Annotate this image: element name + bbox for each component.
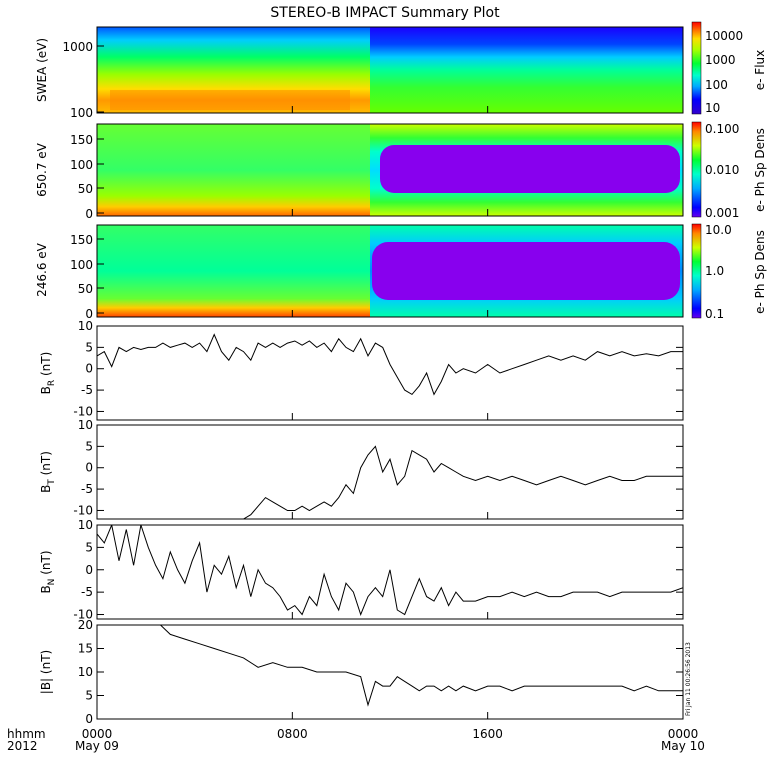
bn-ytick-label: 0	[85, 563, 93, 577]
pad246-colorbar-tick: 10.0	[705, 223, 732, 237]
swea-ytick-label: 100	[70, 106, 93, 120]
pad246-colorbar-tick: 1.0	[705, 264, 724, 278]
pad650-frame	[96, 123, 684, 217]
bt-ytick-label: 10	[78, 418, 93, 432]
swea-heatmap-right	[370, 27, 683, 113]
pad650-colorbar-tick: 0.001	[705, 206, 739, 220]
bt-ytick-label: -5	[81, 482, 93, 496]
bn-ytick-label: -10	[73, 608, 93, 622]
bt-ytick-label: 5	[85, 439, 93, 453]
bt-ylabel: BT (nT)	[39, 451, 57, 493]
bmag-ytick-label: 10	[78, 665, 93, 679]
swea-frame	[96, 26, 684, 114]
pad650-ytick-label: 100	[70, 158, 93, 172]
swea-ytick-label: 1000	[62, 40, 93, 54]
bn-ylabel: BN (nT)	[39, 550, 57, 593]
swea-colorbar-tick: 10	[705, 101, 720, 115]
bmag-frame	[96, 624, 684, 720]
bmag-ytick-label: 20	[78, 618, 93, 632]
bn-ytick-label: 5	[85, 540, 93, 554]
pad650-colorbar-tick: 0.010	[705, 163, 739, 177]
pad246-heatmap-core	[372, 242, 680, 300]
pad650-ytick-label: 0	[85, 207, 93, 221]
br-ytick-label: -10	[73, 404, 93, 418]
bn-ytick-label: -5	[81, 585, 93, 599]
pad650-ylabel: 650.7 eV	[35, 142, 49, 197]
pad650-colorbar-tick: 0.100	[705, 122, 739, 136]
swea-ylabel: SWEA (eV)	[35, 38, 49, 102]
pad650-colorbar	[691, 121, 702, 218]
swea-colorbar	[691, 21, 702, 115]
creation-stamp: Fri Jan 11 00:26:56 2013	[685, 642, 692, 716]
pad650-yticks	[97, 138, 104, 214]
x-tick-label: 0000	[668, 727, 699, 741]
br-ytick-label: 10	[78, 319, 93, 333]
pad650-ytick-label: 50	[78, 182, 93, 196]
chart-title: STEREO-B IMPACT Summary Plot	[270, 5, 500, 21]
hhmm-label: hhmm	[7, 727, 46, 741]
pad246-ytick-label: 50	[78, 282, 93, 296]
pad246-panel: 0 50 100 150 246.6 eV 10.0 1.0 0.1 e- Ph…	[35, 223, 767, 321]
bmag-ylabel: |B| (nT)	[39, 650, 53, 694]
bn-ytick-label: 10	[78, 518, 93, 532]
bn-panel: -10 -5 0 5 10 BN (nT)	[39, 518, 684, 622]
bt-panel: -10 -5 0 5 10 BT (nT)	[39, 418, 684, 520]
pad246-ytick-label: 150	[70, 233, 93, 247]
pad246-yticks	[97, 238, 104, 314]
bmag-ytick-label: 0	[85, 712, 93, 726]
pad246-colorbar	[691, 223, 702, 319]
pad246-heatmap-left	[97, 225, 370, 317]
bt-ytick-label: 0	[85, 461, 93, 475]
br-ytick-label: 5	[85, 340, 93, 354]
swea-colorbar-label: e- Flux	[753, 50, 767, 90]
pad650-heatmap-core	[380, 145, 680, 193]
pad246-frame	[96, 224, 684, 318]
x-tick-label: 0800	[277, 727, 308, 741]
x-date-label: May 10	[661, 739, 705, 753]
pad246-colorbar-tick: 0.1	[705, 307, 724, 321]
swea-colorbar-tick: 10000	[705, 29, 743, 43]
pad246-ytick-label: 0	[85, 307, 93, 321]
pad650-panel: 0 50 100 150 650.7 eV 0.100 0.010 0.001 …	[35, 121, 767, 221]
swea-colorbar-tick: 1000	[705, 53, 736, 67]
x-tick-label: 0000	[82, 727, 113, 741]
bmag-ytick-label: 15	[78, 642, 93, 656]
x-date-label: May 09	[75, 739, 119, 753]
swea-panel: 1000 100 SWEA (eV) 10000 1000 100 10 e- …	[35, 21, 767, 120]
bmag-panel: 0 5 10 15 20 |B| (nT)	[39, 618, 684, 726]
pad246-ytick-label: 100	[70, 258, 93, 272]
bt-frame	[96, 424, 684, 520]
magnetic-field-panels: -10 -5 0 5 10 BR (nT) -10 -5 0 5 10 BT (nT) -10 -5 0 5 1…	[39, 106, 684, 726]
pad650-colorbar-label: e- Ph Sp Dens	[753, 128, 767, 212]
br-series-line	[97, 333, 683, 396]
br-frame	[96, 325, 684, 421]
pad650-heatmap-left	[97, 124, 370, 216]
br-ytick-label: -5	[81, 383, 93, 397]
br-panel: -10 -5 0 5 10 BR (nT)	[39, 319, 684, 421]
swea-colorbar-tick: 100	[705, 78, 728, 92]
pad246-colorbar-label: e- Ph Sp Dens	[753, 230, 767, 314]
pad650-ytick-label: 150	[70, 133, 93, 147]
br-ytick-label: 0	[85, 362, 93, 376]
year-label: 2012	[7, 739, 38, 753]
x-tick-label: 1600	[472, 727, 503, 741]
bt-series-line	[243, 445, 683, 519]
swea-heatmap-feature	[110, 90, 350, 110]
bmag-ytick-label: 5	[85, 689, 93, 703]
bn-series-line	[97, 525, 683, 616]
bt-ytick-label: -10	[73, 503, 93, 517]
bmag-series-line	[121, 625, 683, 707]
pad246-ylabel: 246.6 eV	[35, 242, 49, 297]
br-ylabel: BR (nT)	[39, 352, 57, 395]
